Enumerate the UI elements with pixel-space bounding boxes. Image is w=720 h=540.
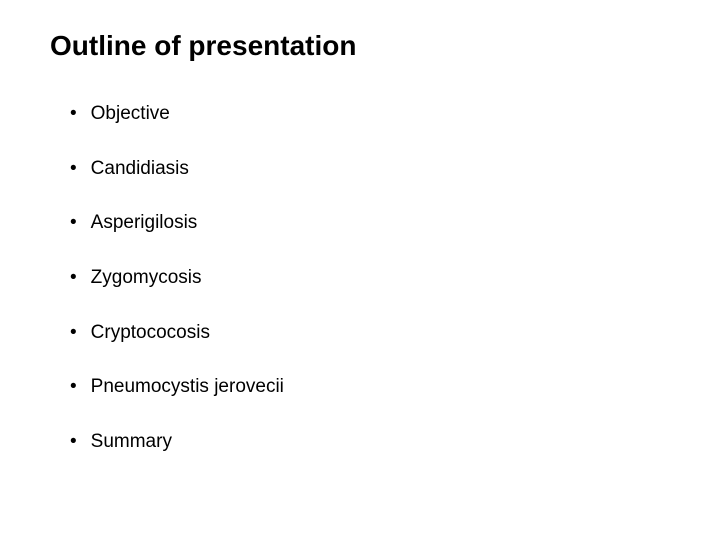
list-item: • Summary xyxy=(70,430,670,455)
list-item-label: Zygomycosis xyxy=(91,266,202,291)
list-item: • Asperigilosis xyxy=(70,211,670,236)
bullet-icon: • xyxy=(70,430,77,455)
list-item-label: Cryptococosis xyxy=(91,321,210,346)
bullet-icon: • xyxy=(70,321,77,346)
list-item: • Candidiasis xyxy=(70,157,670,182)
bullet-icon: • xyxy=(70,157,77,182)
slide-title: Outline of presentation xyxy=(50,30,670,62)
list-item-label: Pneumocystis jerovecii xyxy=(91,375,284,400)
list-item: • Objective xyxy=(70,102,670,127)
list-item-label: Asperigilosis xyxy=(91,211,198,236)
list-item-label: Candidiasis xyxy=(91,157,189,182)
list-item-label: Objective xyxy=(91,102,170,127)
list-item: • Zygomycosis xyxy=(70,266,670,291)
bullet-icon: • xyxy=(70,266,77,291)
bullet-icon: • xyxy=(70,102,77,127)
bullet-icon: • xyxy=(70,211,77,236)
list-item-label: Summary xyxy=(91,430,172,455)
list-item: • Cryptococosis xyxy=(70,321,670,346)
list-item: • Pneumocystis jerovecii xyxy=(70,375,670,400)
bullet-icon: • xyxy=(70,375,77,400)
outline-list: • Objective • Candidiasis • Asperigilosi… xyxy=(50,102,670,455)
